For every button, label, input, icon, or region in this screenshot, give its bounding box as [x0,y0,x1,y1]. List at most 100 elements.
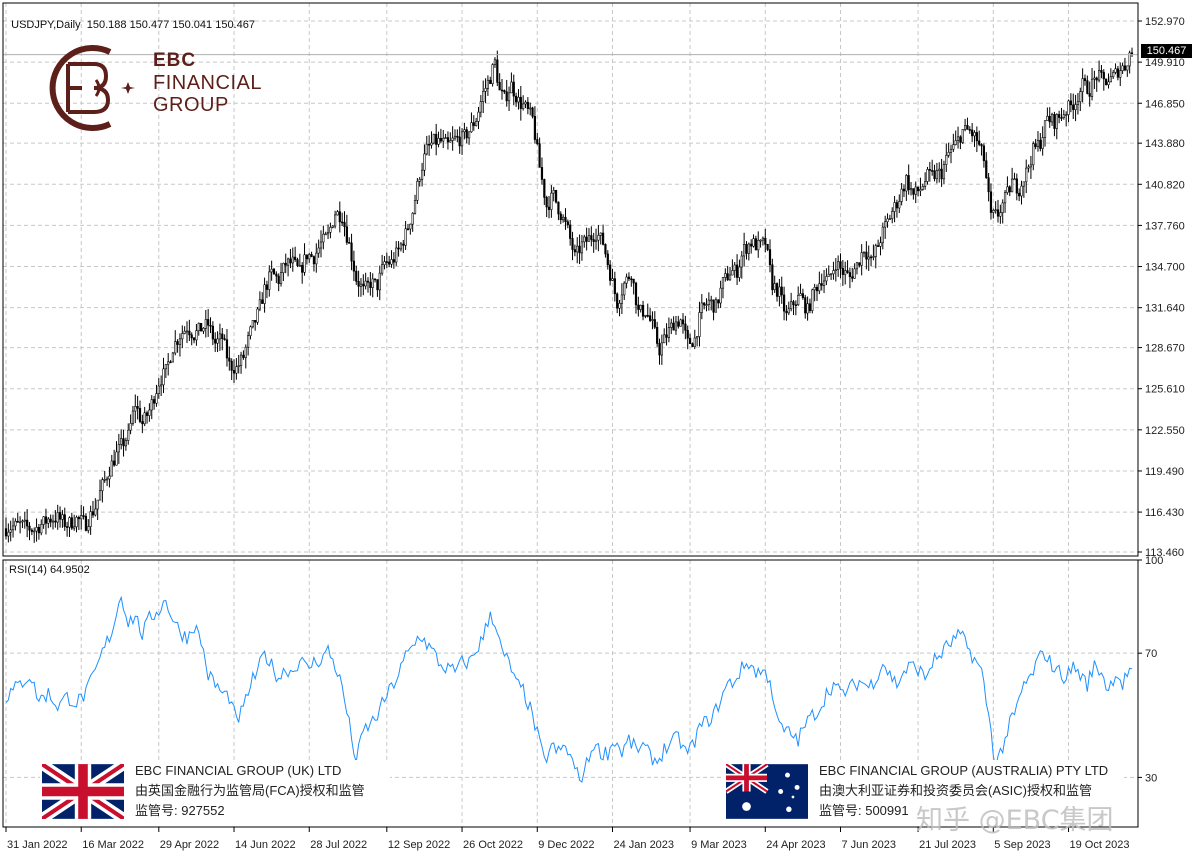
candle-body [578,245,581,254]
candle-body [357,281,360,287]
candle-body [547,206,551,210]
candle-body [987,177,990,193]
candle-body [808,303,812,311]
candle-body [724,273,727,278]
candle-body [757,239,760,251]
candle-body [961,129,964,143]
candle-body [171,352,175,363]
candle-body [1128,52,1131,67]
candle-body [884,221,887,228]
candle-body [1067,100,1070,115]
candle-body [785,310,788,314]
candle-body [282,262,285,273]
candle-body [754,238,757,251]
candle-body [585,236,588,242]
candle-body [463,129,466,133]
candle-body [1034,143,1037,148]
candle-body [268,271,271,290]
candle-body [152,399,156,404]
candle-body [416,181,419,201]
candle-body [122,438,125,447]
au-badge-title: EBC FINANCIAL GROUP (AUSTRALIA) PTY LTD [819,763,1109,778]
candle-body [886,218,889,223]
candle-body [242,354,245,358]
candle-body [740,255,743,268]
candle-body [148,409,151,416]
candle-body [413,200,417,214]
candle-body [239,354,243,366]
candle-body [496,59,499,83]
candle-body [552,189,555,194]
candle-body [515,95,518,103]
candle-body [425,143,428,155]
candle-body [456,135,459,138]
candle-body [1027,166,1030,169]
candle-body [862,251,866,254]
time-tick-label: 5 Sep 2023 [994,839,1050,851]
candle-body [1081,78,1084,92]
candle-body [641,304,645,317]
candle-body [952,144,955,150]
candle-body [973,132,976,137]
candle-body [176,341,179,345]
candle-body [230,360,233,371]
candle-body [658,343,661,356]
candle-body [303,254,306,273]
candle-body [493,59,497,65]
candle-body [597,235,600,241]
candle-body [691,343,694,347]
candle-body [317,247,320,254]
candle-body [453,135,457,139]
candle-body [200,323,203,332]
candle-body [366,280,370,283]
candle-body [204,319,207,329]
price-tick-label: 134.700 [1145,262,1185,274]
candle-body [47,518,50,524]
candle-body [11,525,15,531]
candle-body [329,227,332,233]
candle-body [522,103,525,109]
candle-body [536,139,539,144]
candle-body [1074,104,1077,110]
candle-body [185,330,189,333]
candle-body [263,284,266,304]
candle-body [1114,68,1117,73]
candle-body [261,299,264,304]
candle-body [531,107,534,117]
candle-body [49,518,52,523]
candle-body [54,520,57,523]
candle-body [942,164,946,180]
candle-body [949,148,953,153]
candle-body [611,278,614,281]
candle-body [120,438,123,445]
price-axis: 152.970 149.910 146.850 143.880 140.820 137.7… [1138,16,1185,559]
time-tick-label: 16 Mar 2022 [82,839,144,851]
candle-body [841,267,844,275]
candle-body [907,175,910,191]
candle-body [197,323,200,331]
candle-body [275,273,278,277]
candle-body [980,144,983,147]
candle-body [279,272,283,284]
candle-body [703,302,706,306]
candle-body [277,275,280,284]
candle-body [73,526,76,529]
candle-body [956,136,960,141]
candle-body [1076,101,1080,105]
candle-body [423,153,426,171]
candle-body [411,212,414,225]
logo-line-group: GROUP [153,94,229,116]
rsi-tick-label: 70 [1145,648,1157,660]
uk-flag-icon [42,764,124,819]
candle-body [815,286,819,292]
candle-body [618,302,621,309]
candle-body [21,520,24,523]
candle-body [1018,192,1021,197]
candle-body [571,238,574,250]
rsi-tick-label: 100 [1145,555,1163,567]
candle-body [620,294,623,304]
candle-body [1020,185,1023,197]
candle-body [369,281,372,288]
ohlc-values: 150.188 150.477 150.041 150.467 [86,19,255,31]
candle-body [228,357,231,362]
